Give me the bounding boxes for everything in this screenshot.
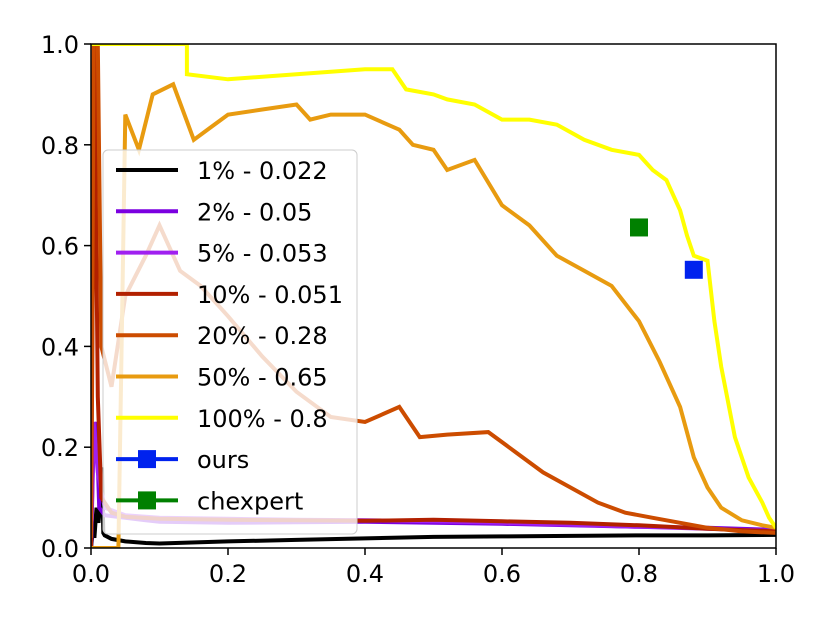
marker-ours — [684, 260, 703, 279]
legend-label-4: 20% - 0.28 — [197, 322, 328, 350]
legend-label-6: 100% - 0.8 — [197, 405, 328, 433]
legend-label-0: 1% - 0.022 — [197, 157, 328, 185]
legend-label-1: 2% - 0.05 — [197, 198, 312, 226]
x-tick-label-3: 0.6 — [483, 560, 521, 588]
y-tick-label-0: 0.0 — [41, 535, 79, 563]
legend-box — [102, 149, 358, 535]
legend: 1% - 0.022 2% - 0.05 5% - 0.053 10% - 0.051… — [102, 149, 358, 535]
legend-label-5: 50% - 0.65 — [197, 364, 328, 392]
series-line-0 — [91, 467, 776, 548]
marker-chexpert — [630, 218, 648, 237]
y-tick-label-2: 0.4 — [41, 333, 79, 361]
series-line-6 — [91, 44, 776, 529]
legend-label-8: chexpert — [197, 487, 303, 515]
plot-frame — [90, 43, 777, 549]
x-tick-label-1: 0.2 — [209, 560, 247, 588]
legend-label-3: 10% - 0.051 — [197, 281, 343, 309]
y-axis-ticks: 0.0 0.2 0.4 0.6 0.8 1.0 — [41, 31, 91, 563]
legend-label-7: ours — [197, 446, 249, 474]
y-tick-label-1: 0.2 — [41, 434, 79, 462]
legend-label-2: 5% - 0.053 — [197, 240, 328, 268]
x-tick-label-0: 0.0 — [72, 560, 110, 588]
x-tick-label-2: 0.4 — [346, 560, 384, 588]
legend-marker-7 — [138, 450, 156, 469]
x-axis-ticks: 0.0 0.2 0.4 0.6 0.8 1.0 — [72, 548, 795, 588]
y-tick-label-5: 1.0 — [41, 31, 79, 59]
marker-layer — [630, 218, 703, 279]
x-tick-label-4: 0.8 — [620, 560, 658, 588]
y-tick-label-4: 0.8 — [41, 132, 79, 160]
legend-marker-8 — [138, 491, 156, 510]
y-tick-label-3: 0.6 — [41, 233, 79, 261]
x-tick-label-5: 1.0 — [757, 560, 795, 588]
series-line-5 — [91, 81, 776, 548]
